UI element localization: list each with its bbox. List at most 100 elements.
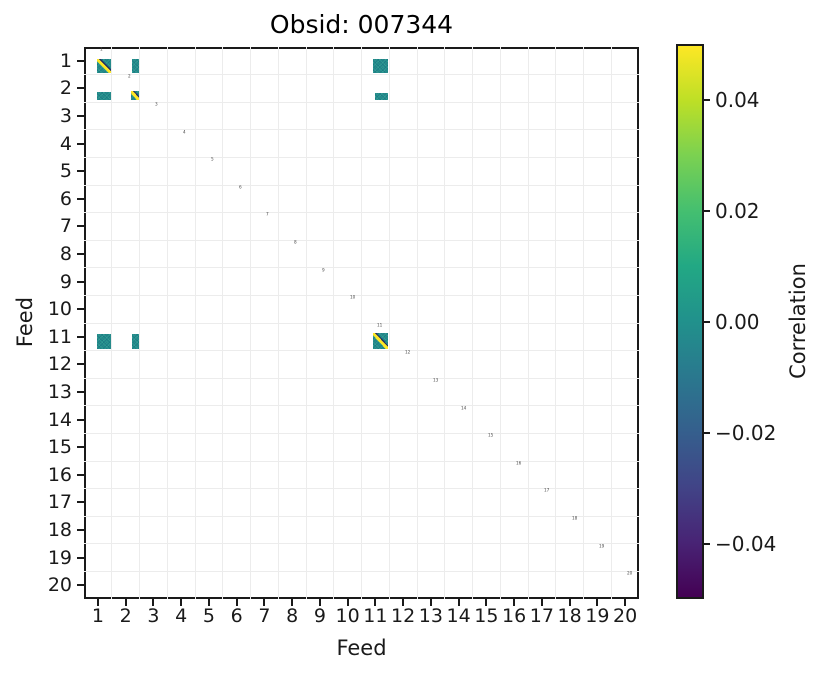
x-tick-label: 20 bbox=[613, 605, 638, 627]
y-tick-label: 13 bbox=[47, 381, 72, 403]
x-tick-label: 2 bbox=[119, 605, 132, 627]
x-tick bbox=[124, 599, 127, 606]
diagonal-feed-label: 17 bbox=[543, 488, 550, 494]
diagonal-feed-label: 5 bbox=[210, 157, 214, 162]
mini-matrix bbox=[375, 93, 389, 101]
y-tick bbox=[77, 59, 84, 62]
diagonal-feed-label: 4 bbox=[183, 129, 186, 135]
grid-line-horizontal bbox=[84, 377, 639, 379]
y-tick bbox=[77, 197, 84, 200]
colorbar-tick-label: −0.02 bbox=[715, 420, 777, 445]
y-tick-label: 16 bbox=[47, 463, 72, 486]
colorbar-tick bbox=[704, 98, 710, 101]
x-tick bbox=[457, 599, 460, 606]
y-tick bbox=[77, 87, 84, 90]
y-tick-label: 11 bbox=[47, 325, 72, 348]
x-tick bbox=[235, 599, 238, 606]
y-tick bbox=[77, 225, 84, 228]
x-tick-label: 13 bbox=[418, 605, 443, 627]
x-tick-label: 19 bbox=[585, 605, 610, 627]
y-tick bbox=[77, 115, 84, 117]
y-tick-label: 9 bbox=[59, 270, 72, 293]
colorbar-tick-label: 0.00 bbox=[715, 309, 760, 334]
x-tick-label: 7 bbox=[258, 605, 271, 627]
y-tick bbox=[77, 501, 84, 504]
colorbar-gradient bbox=[678, 46, 702, 597]
colorbar-tick-label: 0.02 bbox=[715, 198, 760, 223]
y-tick-label: 2 bbox=[59, 77, 72, 100]
colorbar-tick bbox=[704, 431, 710, 434]
y-tick-label: 12 bbox=[47, 353, 72, 376]
x-tick bbox=[263, 599, 266, 606]
x-tick bbox=[180, 599, 183, 606]
x-tick bbox=[429, 599, 432, 606]
y-tick bbox=[77, 363, 84, 366]
grid-line-horizontal bbox=[84, 515, 639, 517]
x-tick bbox=[291, 599, 294, 606]
y-tick-label: 19 bbox=[47, 546, 72, 569]
mini-matrix bbox=[130, 91, 139, 101]
grid-line-vertical bbox=[444, 47, 446, 599]
colorbar-tick bbox=[704, 320, 710, 323]
y-tick-label: 8 bbox=[59, 243, 72, 265]
x-tick-label: 18 bbox=[557, 605, 582, 627]
y-tick bbox=[77, 418, 84, 421]
colorbar-tick-label: −0.04 bbox=[715, 531, 777, 556]
x-tick-label: 4 bbox=[175, 605, 188, 627]
y-tick-label: 6 bbox=[59, 187, 72, 210]
diagonal-feed-label: 20 bbox=[627, 571, 633, 576]
y-tick-label: 14 bbox=[47, 408, 72, 431]
grid-line-vertical bbox=[583, 47, 584, 599]
y-tick-label: 4 bbox=[59, 132, 72, 155]
x-tick bbox=[207, 599, 210, 606]
grid-line-horizontal bbox=[84, 350, 639, 352]
x-tick bbox=[568, 599, 571, 606]
x-tick-label: 9 bbox=[313, 605, 326, 627]
diagonal-feed-label: 3 bbox=[155, 102, 159, 107]
x-tick bbox=[96, 599, 99, 606]
x-tick-label: 6 bbox=[230, 605, 243, 627]
y-tick bbox=[77, 308, 84, 311]
diagonal-feed-label: 12 bbox=[405, 350, 411, 356]
grid-line-horizontal bbox=[84, 405, 639, 407]
x-tick bbox=[318, 599, 321, 606]
colorbar-label: Correlation bbox=[786, 263, 810, 379]
y-axis-label: Feed bbox=[13, 296, 37, 348]
y-tick bbox=[77, 556, 84, 559]
diagonal-feed-label: 11 bbox=[377, 322, 383, 328]
grid-line-vertical bbox=[499, 47, 501, 599]
grid-line-vertical bbox=[388, 47, 390, 599]
plot-title: Obsid: 007344 bbox=[269, 10, 454, 39]
mini-matrix bbox=[373, 332, 389, 349]
y-tick-label: 3 bbox=[59, 105, 72, 127]
mini-matrix bbox=[131, 58, 139, 73]
diagonal-feed-label: 15 bbox=[488, 433, 494, 438]
y-tick-label: 5 bbox=[59, 160, 72, 183]
x-tick bbox=[152, 599, 155, 606]
diagonal-feed-label: 7 bbox=[266, 212, 270, 218]
y-tick bbox=[77, 391, 84, 393]
x-tick-label: 12 bbox=[391, 605, 416, 627]
colorbar bbox=[676, 44, 704, 599]
y-tick-label: 17 bbox=[47, 491, 72, 514]
diagonal-feed-label: 9 bbox=[321, 267, 325, 273]
y-tick-label: 18 bbox=[47, 519, 72, 541]
x-tick bbox=[596, 599, 599, 606]
y-tick-label: 1 bbox=[59, 49, 72, 72]
mini-matrix bbox=[96, 333, 111, 349]
grid-line-horizontal bbox=[84, 322, 639, 324]
grid-line-vertical bbox=[527, 47, 529, 599]
y-tick bbox=[77, 170, 84, 173]
grid-line-horizontal bbox=[84, 460, 639, 462]
y-tick bbox=[77, 280, 84, 283]
x-tick bbox=[624, 599, 627, 606]
y-tick-label: 10 bbox=[47, 298, 72, 321]
grid-line-horizontal bbox=[84, 543, 639, 545]
y-tick bbox=[77, 446, 84, 449]
diagonal-feed-label: 8 bbox=[294, 240, 297, 245]
mini-matrix bbox=[131, 333, 139, 349]
diagonal-feed-label: 13 bbox=[432, 378, 439, 383]
diagonal-feed-label: 1 bbox=[99, 46, 103, 52]
y-tick-label: 20 bbox=[47, 574, 72, 597]
